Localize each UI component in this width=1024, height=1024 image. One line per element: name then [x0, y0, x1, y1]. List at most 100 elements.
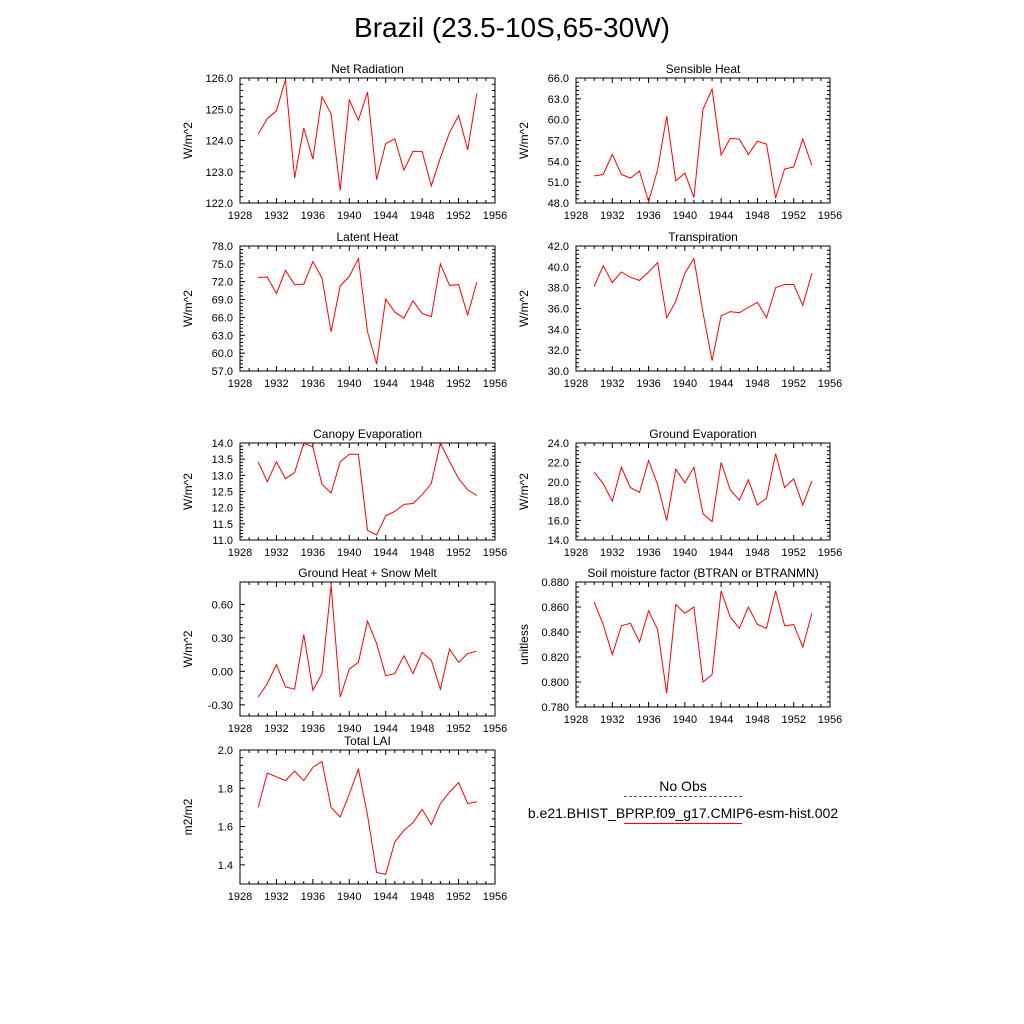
y-tick-label: 0.820	[541, 652, 569, 664]
x-tick-label: 1932	[264, 547, 288, 559]
y-tick-label: 30.0	[548, 366, 569, 378]
y-tick-label: 32.0	[548, 345, 569, 357]
y-tick-label: 14.0	[548, 535, 569, 547]
panel-title: Transpiration	[668, 230, 738, 244]
x-tick-label: 1952	[446, 378, 470, 390]
y-tick-label: -0.30	[208, 700, 233, 712]
series-line	[257, 79, 478, 191]
x-tick-label: 1944	[373, 378, 397, 390]
y-tick-label: 13.0	[212, 470, 233, 482]
panel-title: Total LAI	[344, 734, 391, 748]
y-tick-label: 38.0	[548, 283, 569, 295]
panel-3: Latent Heat W/m^2 1928 1932 1936 1940 1944 1948…	[181, 230, 507, 390]
x-tick-label: 1928	[228, 723, 252, 735]
y-tick-label: 40.0	[548, 262, 569, 274]
panel-title: Canopy Evaporation	[313, 427, 422, 441]
panel-8: Soil moisture factor (BTRAN or BTRANMN) u…	[517, 566, 842, 726]
series-line	[258, 256, 478, 365]
x-tick-label: 1944	[373, 547, 397, 559]
x-tick-label: 1944	[373, 210, 397, 222]
y-tick-label: 1.6	[218, 822, 233, 834]
x-tick-label: 1940	[337, 210, 361, 222]
x-tick-label: 1928	[564, 714, 588, 726]
y-axis-label: W/m^2	[181, 630, 195, 667]
y-tick-label: 36.0	[548, 304, 569, 316]
x-tick-label: 1932	[600, 547, 624, 559]
y-axis-label: W/m^2	[181, 290, 195, 327]
legend-model-line	[624, 823, 742, 824]
series-line	[593, 590, 813, 694]
series-line	[257, 441, 478, 536]
panel-6: Ground Evaporation W/m^2 1928 1932 1936 1940 1…	[517, 427, 842, 559]
x-tick-label: 1928	[564, 210, 588, 222]
y-tick-label: 16.0	[548, 516, 569, 528]
x-tick-label: 1948	[410, 891, 434, 903]
x-tick-label: 1956	[818, 547, 842, 559]
y-tick-label: 2.0	[218, 745, 233, 757]
x-tick-label: 1928	[564, 547, 588, 559]
x-tick-label: 1928	[228, 210, 252, 222]
x-tick-label: 1956	[818, 714, 842, 726]
plot-frame	[575, 442, 831, 541]
y-tick-label: 75.0	[212, 259, 233, 271]
y-tick-label: 22.0	[548, 457, 569, 469]
y-tick-label: 66.0	[548, 73, 569, 85]
x-tick-label: 1956	[483, 378, 507, 390]
x-tick-label: 1928	[228, 378, 252, 390]
x-tick-label: 1956	[483, 891, 507, 903]
x-tick-label: 1932	[264, 378, 288, 390]
y-tick-label: 60.0	[548, 115, 569, 127]
panel-title: Sensible Heat	[666, 62, 741, 76]
panel-title: Soil moisture factor (BTRAN or BTRANMN)	[587, 566, 818, 580]
x-tick-label: 1928	[228, 547, 252, 559]
x-tick-label: 1932	[600, 378, 624, 390]
y-tick-label: 13.5	[212, 454, 233, 466]
x-tick-label: 1948	[410, 547, 434, 559]
panel-1: Net Radiation W/m^2 1928 1932 1936 1940 1944 19…	[181, 62, 507, 222]
x-tick-label: 1932	[600, 714, 624, 726]
y-tick-label: 57.0	[548, 136, 569, 148]
plot-frame	[575, 581, 831, 708]
plot-frame	[575, 245, 831, 372]
y-tick-label: 0.00	[212, 666, 233, 678]
y-tick-label: 20.0	[548, 477, 569, 489]
y-axis-label: W/m^2	[181, 473, 195, 510]
y-tick-label: 48.0	[548, 198, 569, 210]
y-tick-label: 0.880	[541, 577, 569, 589]
x-tick-label: 1944	[709, 714, 733, 726]
x-tick-label: 1940	[673, 210, 697, 222]
y-tick-label: 0.800	[541, 677, 569, 689]
series-line	[257, 760, 477, 875]
x-tick-label: 1940	[673, 378, 697, 390]
y-tick-label: 0.860	[541, 602, 569, 614]
x-tick-label: 1952	[781, 714, 805, 726]
panel-title: Ground Evaporation	[649, 427, 756, 441]
series-line	[257, 585, 477, 698]
y-tick-label: 0.840	[541, 627, 569, 639]
y-tick-label: 42.0	[548, 241, 569, 253]
x-tick-label: 1932	[264, 723, 288, 735]
x-tick-label: 1948	[410, 723, 434, 735]
y-tick-label: 1.4	[218, 860, 233, 872]
x-tick-label: 1936	[636, 714, 660, 726]
y-axis-label: W/m^2	[517, 122, 531, 159]
x-tick-label: 1944	[709, 210, 733, 222]
series-line	[593, 453, 813, 523]
legend-obs-label: No Obs	[659, 778, 707, 794]
y-tick-label: 123.0	[205, 167, 233, 179]
y-tick-label: 122.0	[205, 198, 233, 210]
x-tick-label: 1956	[483, 723, 507, 735]
x-tick-label: 1952	[781, 547, 805, 559]
x-tick-label: 1956	[818, 210, 842, 222]
x-tick-label: 1956	[483, 210, 507, 222]
y-tick-label: 18.0	[548, 496, 569, 508]
panel-7: Ground Heat + Snow Melt W/m^2 1928 1932 1936…	[181, 566, 507, 735]
y-tick-label: 11.5	[212, 519, 233, 531]
y-tick-label: 24.0	[548, 438, 569, 450]
legend-model-label: b.e21.BHIST_BPRP.f09_g17.CMIP6-esm-hist.…	[527, 805, 839, 821]
x-tick-label: 1952	[446, 210, 470, 222]
figure-title: Brazil (23.5-10S,65-30W)	[354, 12, 670, 43]
x-tick-label: 1940	[337, 378, 361, 390]
y-tick-label: 0.30	[212, 633, 233, 645]
panel-9: Total LAI m2/m2 1928 1932 1936 1940 1944 1948 19…	[181, 734, 507, 903]
